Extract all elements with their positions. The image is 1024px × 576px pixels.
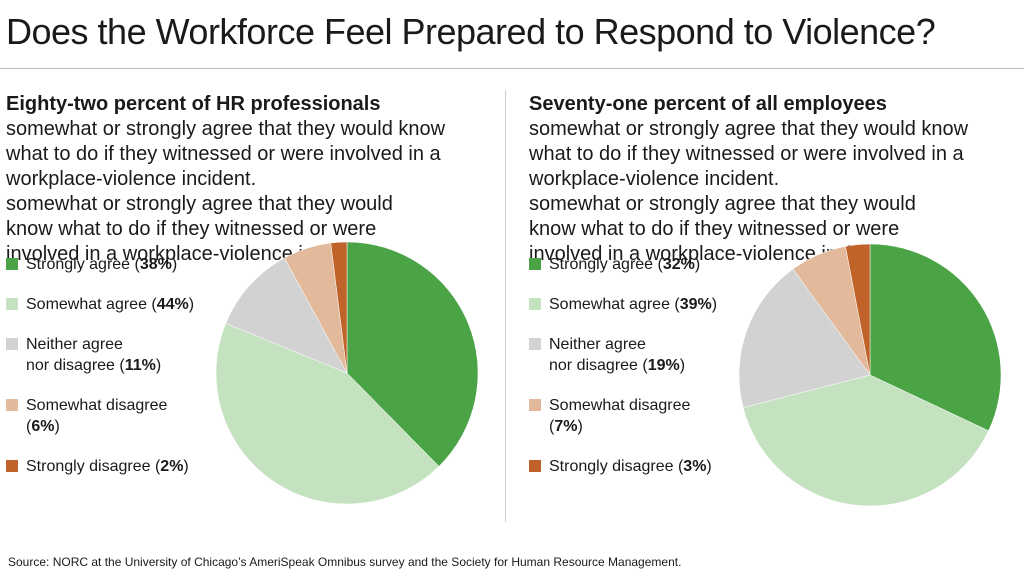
source-note: Source: NORC at the University of Chicag… [8,555,682,569]
legend-label: Somewhat agree (44%) [26,296,195,313]
legend-label-text: Neither agree [26,336,123,353]
subtitle-text: somewhat or strongly agree that they wou… [6,118,446,190]
legend-label-text: Somewhat disagree [549,397,691,414]
subtitle-line: somewhat or strongly agree that they wou… [529,193,916,215]
legend-value: 3% [683,458,707,475]
legend-swatch [529,298,541,310]
pie-slice-strongly-agree [869,243,1002,432]
legend-label-text: nor disagree [26,357,115,374]
chart-subtitle: Eighty-two percent of HR professionals s… [6,92,486,267]
legend-label-text: Somewhat disagree [26,397,168,414]
legend-item: Strongly disagree (3%) [529,456,749,477]
pie-slice-strongly-disagree [845,243,871,376]
legend-swatch [529,338,541,350]
legend-swatch [529,399,541,411]
subtitle-bold: Eighty-two percent of HR professionals [6,93,381,115]
legend-item: Strongly agree (32%) [529,254,749,275]
legend-item: Neither agree nor disagree (19%) [529,334,749,376]
legend-label-text: Strongly disagree [26,458,151,475]
legend-label-text: Strongly agree [549,256,654,273]
legend-swatch [529,258,541,270]
legend-label: Somewhat disagree (7%) [549,397,691,435]
legend-item: Somewhat disagree (6%) [6,395,226,437]
pie-chart-employees [738,243,1002,507]
legend-label-text: nor disagree [549,357,638,374]
subtitle-line: know what to do if they witnessed or wer… [6,218,377,240]
legend-item: Somewhat disagree (7%) [529,395,749,437]
legend-value: 32% [662,256,695,273]
legend-item: Somewhat agree (44%) [6,294,226,315]
legend-label: Neither agree nor disagree (11%) [26,336,162,374]
legend-value: 39% [679,296,712,313]
legend-item: Somewhat agree (39%) [529,294,749,315]
legend-value: 19% [647,357,680,374]
legend-label-text: Somewhat agree [26,296,147,313]
legend-value: 38% [139,256,172,273]
legend-value: 44% [156,296,189,313]
subtitle-line: know what to do if they witnessed or wer… [529,218,900,240]
legend-label: Somewhat agree (39%) [549,296,718,313]
legend-swatch [6,258,18,270]
chart-legend: Strongly agree (38%) Somewhat agree (44%)… [6,254,226,477]
legend-label: Neither agree nor disagree (19%) [549,336,686,374]
pie-slice-neither-agree-nor-disagree [738,268,871,408]
page-title: Does the Workforce Feel Prepared to Resp… [6,11,936,52]
legend-item: Strongly agree (38%) [6,254,226,275]
legend-label: Strongly disagree (3%) [549,458,712,475]
legend-label: Strongly disagree (2%) [26,458,189,475]
pie-slice-strongly-disagree [330,241,348,374]
chart-panel-hr: Eighty-two percent of HR professionals s… [6,92,486,532]
legend-label-text: Somewhat agree [549,296,670,313]
legend-item: Neither agree nor disagree (11%) [6,334,226,376]
legend-swatch [6,460,18,472]
pie-slice-strongly-agree [346,241,479,467]
subtitle-line: somewhat or strongly agree that they wou… [6,193,393,215]
pie-chart-hr [215,241,479,505]
pie-slice-somewhat-agree [215,323,440,505]
chart-legend: Strongly agree (32%) Somewhat agree (39%)… [529,254,749,477]
legend-label: Somewhat disagree (6%) [26,397,168,435]
pie-slice-somewhat-agree [742,374,989,507]
subtitle-text: somewhat or strongly agree that they wou… [529,118,969,190]
legend-label: Strongly agree (38%) [26,256,178,273]
pie-slice-neither-agree-nor-disagree [225,257,348,374]
legend-label-text: Strongly disagree [549,458,674,475]
subtitle-bold: Seventy-one percent of all employees [529,93,887,115]
chart-panel-employees: Seventy-one percent of all employees som… [529,92,1009,532]
legend-swatch [529,460,541,472]
legend-label: Strongly agree (32%) [549,256,701,273]
legend-swatch [6,298,18,310]
legend-swatch [6,399,18,411]
legend-value: 7% [554,418,578,435]
title-divider [0,68,1024,69]
legend-item: Strongly disagree (2%) [6,456,226,477]
chart-subtitle: Seventy-one percent of all employees som… [529,92,1009,267]
legend-swatch [6,338,18,350]
legend-label-text: Neither agree [549,336,646,353]
legend-value: 6% [31,418,55,435]
panel-divider [505,90,506,522]
legend-value: 2% [160,458,184,475]
legend-label-text: Strongly agree [26,256,131,273]
subtitle-line: involved in a workplace-violence inciden… [529,243,896,265]
legend-value: 11% [124,357,156,374]
